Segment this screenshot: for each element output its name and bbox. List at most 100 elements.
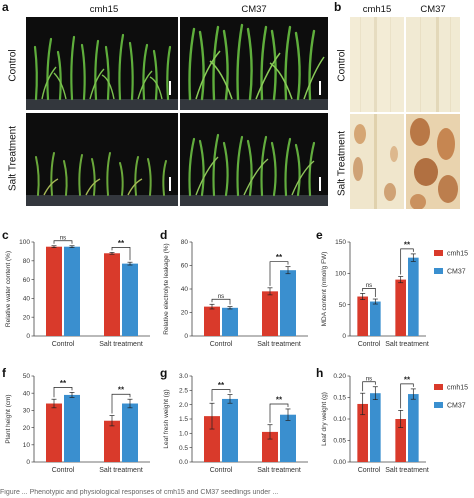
- photo-cmh15-control: [26, 17, 178, 110]
- significance-label: **: [276, 395, 283, 404]
- legend-label-cmh15: cmh15: [447, 251, 468, 258]
- significance-bracket: [53, 386, 73, 398]
- y-tick-label: 3.0: [179, 373, 188, 380]
- photo-cm37-salt: [180, 113, 328, 206]
- significance-bracket: [269, 261, 289, 286]
- x-tick-label: Control: [358, 341, 381, 348]
- legend-swatch-cmh15: [434, 384, 443, 390]
- y-tick-label: 100: [335, 271, 346, 278]
- y-tick-label: 40: [181, 286, 189, 293]
- y-tick-label: 60: [181, 263, 189, 270]
- x-tick-label: Salt treatment: [385, 341, 429, 348]
- y-tick-label: 50: [339, 302, 347, 309]
- bar-cm37-salt: [122, 263, 138, 336]
- chart-leaf-dry-weight: Leaf dry weight (g) 0.00 0.05 0.10 0.15 0.20 n…: [321, 373, 468, 474]
- y-tick-label: 0.20: [333, 373, 346, 380]
- significance-bracket: [362, 288, 376, 298]
- y-tick-label: 0: [26, 333, 30, 340]
- significance-label: ns: [218, 294, 224, 300]
- y-tick-label: 0.00: [333, 459, 346, 466]
- bar-cmh15-salt: [262, 291, 278, 336]
- legend-label-cm37: CM37: [447, 403, 466, 410]
- panel-letter-d: d: [160, 228, 168, 242]
- bar-cmh15-control: [204, 306, 220, 336]
- leaf-image: [406, 17, 460, 112]
- y-tick-label: 80: [181, 239, 189, 246]
- significance-label: ns: [366, 283, 372, 289]
- y-axis-label: Relative electrolyte leakage (%): [163, 243, 170, 334]
- leaf-cm37-control: [406, 17, 460, 112]
- bar-cmh15-control: [357, 296, 368, 336]
- x-tick-label: Control: [52, 467, 75, 474]
- legend-label-cm37: CM37: [447, 269, 466, 276]
- x-tick-label: Control: [52, 341, 75, 348]
- bar-cm37-control: [64, 246, 80, 336]
- y-tick-label: 2.5: [179, 388, 188, 395]
- seedling-image: [26, 33, 178, 110]
- y-axis-label: Relative water content (%): [5, 251, 12, 327]
- bar-cmh15-salt: [395, 279, 406, 336]
- leaf-col-label-cmh15: cmh15: [362, 4, 392, 15]
- y-tick-label: 100: [19, 239, 30, 246]
- bar-cm37-salt: [280, 270, 296, 336]
- y-tick-label: 50: [23, 373, 31, 380]
- bar-cm37-salt: [408, 394, 419, 462]
- significance-label: **: [118, 239, 125, 248]
- photo-cmh15-salt: [26, 113, 178, 206]
- leaf-cmh15-salt: [350, 114, 404, 209]
- y-tick-label: 20: [23, 314, 31, 321]
- legend-swatch-cm37: [434, 402, 443, 408]
- y-tick-label: 0: [342, 333, 346, 340]
- leaf-image: [406, 114, 460, 209]
- significance-bracket: [211, 298, 231, 305]
- bar-cmh15-salt: [395, 419, 406, 462]
- y-tick-label: 60: [23, 277, 31, 284]
- leaf-image: [350, 17, 404, 112]
- significance-bracket: [111, 393, 131, 414]
- x-tick-label: Salt treatment: [257, 341, 301, 348]
- bar-cm37-salt: [408, 257, 419, 336]
- y-tick-label: 80: [23, 258, 31, 265]
- seedling-image: [26, 152, 178, 206]
- chart-plant-height: Plant height (cm) 0 10 20 30 40 50 ** Control ** S…: [5, 373, 150, 474]
- bar-cmh15-control: [46, 403, 62, 462]
- leaf-cm37-salt: [406, 114, 460, 209]
- y-tick-label: 0.05: [333, 438, 346, 445]
- x-tick-label: Salt treatment: [257, 467, 301, 474]
- y-tick-label: 1.0: [179, 431, 188, 438]
- photo-col-label-cmh15: cmh15: [89, 4, 119, 15]
- legend-swatch-cm37: [434, 268, 443, 274]
- photo-row-label-salt: Salt Treatment: [7, 125, 19, 192]
- y-tick-label: 0.5: [179, 445, 188, 452]
- y-tick-label: 1.5: [179, 416, 188, 423]
- significance-bracket: [400, 383, 414, 409]
- x-tick-label: Salt treatment: [99, 467, 143, 474]
- significance-bracket: [211, 389, 231, 402]
- photo-cm37-control: [180, 17, 328, 110]
- significance-label: **: [404, 240, 411, 249]
- bar-cm37-control: [222, 307, 238, 336]
- bar-cmh15-control: [204, 416, 220, 462]
- significance-label: ns: [366, 376, 372, 382]
- y-tick-label: 30: [23, 408, 31, 415]
- bar-cm37-salt: [280, 414, 296, 462]
- y-tick-label: 20: [23, 425, 31, 432]
- chart-relative-electrolyte-leakage: Relative electrolyte leakage (%) 0 20 40 60 8…: [163, 239, 308, 348]
- significance-bracket: [362, 381, 376, 392]
- y-tick-label: 0.0: [179, 459, 188, 466]
- y-tick-label: 40: [23, 390, 31, 397]
- significance-bracket: [53, 240, 73, 244]
- leaf-row-label-control: Control: [336, 49, 348, 82]
- bar-cm37-control: [222, 398, 238, 462]
- leaf-col-label-cm37: CM37: [420, 4, 446, 15]
- y-tick-label: 40: [23, 296, 31, 303]
- panel-letter-h: h: [316, 366, 324, 380]
- photo-col-label-cm37: CM37: [241, 4, 267, 15]
- y-tick-label: 20: [181, 310, 189, 317]
- significance-label: **: [218, 381, 225, 390]
- y-axis-label: Leaf fresh weight (g): [163, 389, 170, 448]
- x-tick-label: Control: [210, 341, 233, 348]
- bar-cm37-control: [370, 393, 381, 462]
- seedling-image: [180, 133, 328, 206]
- leaf-image: [350, 114, 404, 209]
